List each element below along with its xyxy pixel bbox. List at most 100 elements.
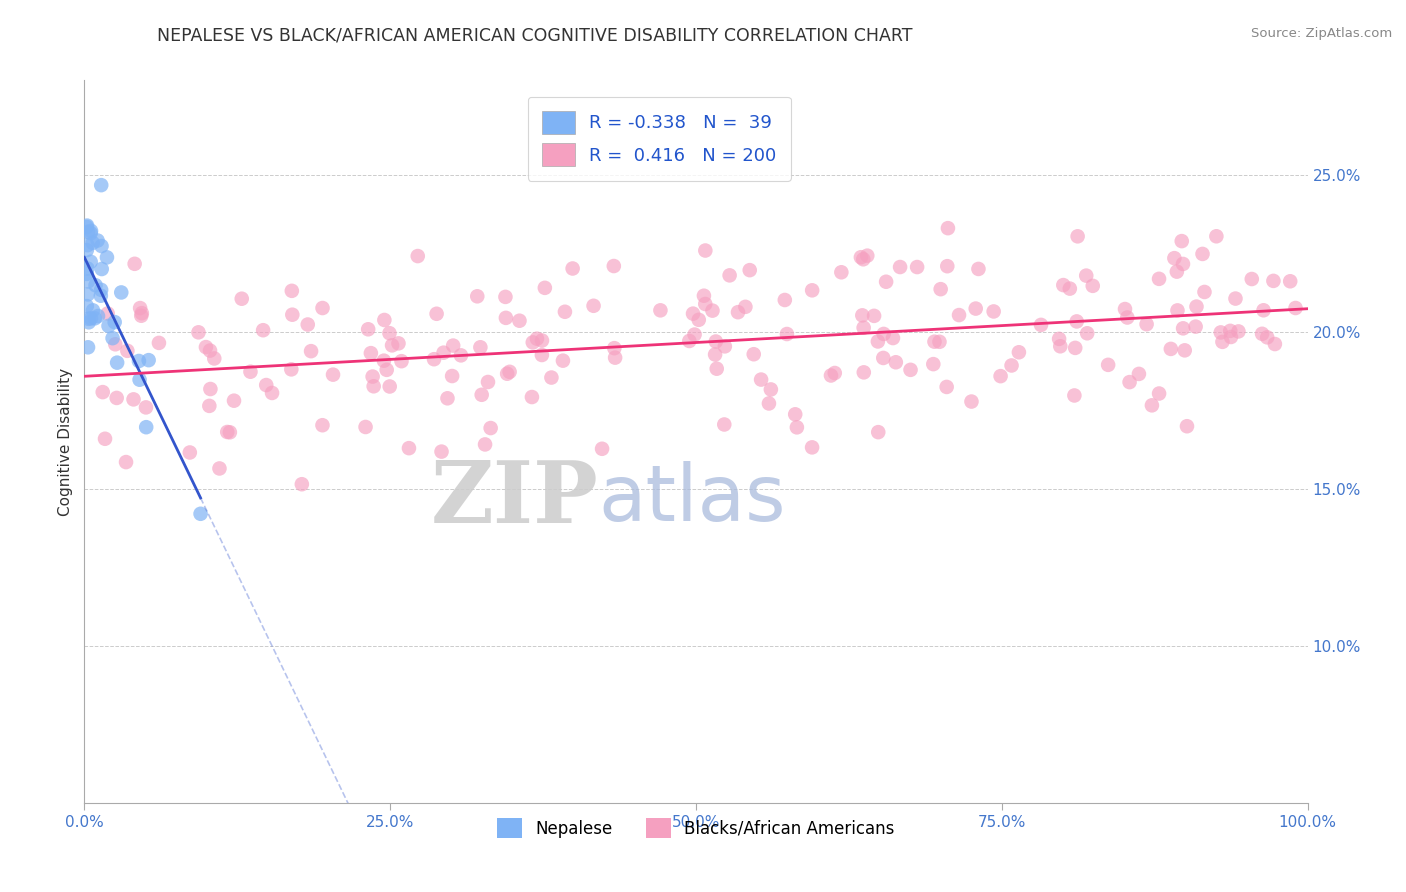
Point bbox=[1000, 359, 1022, 373]
Point bbox=[360, 346, 382, 360]
Point bbox=[80, 224, 103, 238]
Point bbox=[94, 432, 117, 446]
Point bbox=[1136, 317, 1159, 331]
Point bbox=[83, 311, 105, 326]
Point bbox=[551, 353, 574, 368]
Point bbox=[738, 263, 761, 277]
Point bbox=[82, 235, 104, 250]
Point bbox=[1118, 375, 1140, 389]
Point bbox=[776, 326, 799, 341]
Point bbox=[218, 425, 240, 440]
Point bbox=[682, 307, 704, 321]
Point bbox=[820, 368, 842, 383]
Point bbox=[105, 356, 128, 370]
Point bbox=[1194, 285, 1216, 299]
Point bbox=[534, 281, 557, 295]
Point bbox=[1205, 229, 1227, 244]
Point bbox=[202, 351, 225, 366]
Point bbox=[688, 313, 710, 327]
Point bbox=[361, 369, 384, 384]
Point bbox=[882, 331, 904, 345]
Point bbox=[217, 425, 239, 439]
Point bbox=[450, 348, 472, 362]
Point bbox=[129, 309, 152, 323]
Point bbox=[1147, 272, 1170, 286]
Point bbox=[702, 303, 724, 318]
Point bbox=[884, 355, 907, 369]
Point bbox=[922, 357, 945, 371]
Point bbox=[1191, 247, 1213, 261]
Point bbox=[470, 340, 492, 354]
Y-axis label: Cognitive Disability: Cognitive Disability bbox=[58, 368, 73, 516]
Point bbox=[77, 311, 100, 326]
Point bbox=[299, 344, 322, 359]
Point bbox=[239, 365, 262, 379]
Point bbox=[77, 225, 100, 239]
Point bbox=[856, 249, 879, 263]
Point bbox=[311, 301, 333, 315]
Point bbox=[76, 287, 98, 301]
Point bbox=[208, 461, 231, 475]
Point bbox=[1008, 345, 1031, 359]
Point bbox=[128, 373, 150, 387]
Point bbox=[430, 444, 453, 458]
Point bbox=[363, 379, 385, 393]
Point bbox=[758, 396, 780, 410]
Point bbox=[77, 275, 100, 289]
Point bbox=[97, 318, 120, 333]
Point bbox=[76, 299, 98, 313]
Point bbox=[76, 267, 98, 281]
Point bbox=[603, 351, 626, 365]
Point bbox=[82, 303, 104, 318]
Point bbox=[1251, 326, 1274, 341]
Point bbox=[1253, 303, 1275, 318]
Point bbox=[1209, 326, 1232, 340]
Point bbox=[378, 379, 401, 393]
Point bbox=[291, 477, 314, 491]
Point bbox=[96, 251, 118, 265]
Point bbox=[530, 348, 553, 362]
Point bbox=[704, 334, 727, 349]
Point bbox=[406, 249, 429, 263]
Point bbox=[190, 507, 212, 521]
Point bbox=[1097, 358, 1119, 372]
Point bbox=[322, 368, 344, 382]
Point bbox=[281, 284, 304, 298]
Point bbox=[200, 382, 222, 396]
Point bbox=[138, 353, 160, 368]
Point bbox=[1185, 300, 1208, 314]
Point bbox=[124, 257, 146, 271]
Point bbox=[1052, 278, 1074, 293]
Point bbox=[86, 234, 108, 248]
Point bbox=[936, 221, 959, 235]
Point bbox=[357, 322, 380, 336]
Point bbox=[378, 326, 401, 341]
Point bbox=[1264, 337, 1286, 351]
Point bbox=[77, 315, 100, 329]
Point bbox=[91, 385, 114, 400]
Point bbox=[734, 300, 756, 314]
Point bbox=[252, 323, 274, 337]
Point bbox=[714, 339, 737, 353]
Point bbox=[110, 285, 132, 300]
Point bbox=[1227, 325, 1250, 339]
Point bbox=[1171, 257, 1194, 271]
Point bbox=[706, 361, 728, 376]
Point bbox=[1211, 334, 1233, 349]
Point bbox=[1066, 314, 1088, 328]
Legend: Nepalese, Blacks/African Americans: Nepalese, Blacks/African Americans bbox=[491, 812, 901, 845]
Point bbox=[354, 420, 377, 434]
Point bbox=[875, 275, 897, 289]
Point bbox=[872, 351, 894, 365]
Point bbox=[695, 244, 717, 258]
Point bbox=[1240, 272, 1263, 286]
Point bbox=[742, 347, 765, 361]
Point bbox=[1263, 274, 1285, 288]
Point bbox=[79, 254, 101, 268]
Point bbox=[90, 283, 112, 297]
Point bbox=[373, 313, 395, 327]
Point bbox=[713, 417, 735, 432]
Point bbox=[97, 307, 120, 321]
Point bbox=[231, 292, 253, 306]
Point bbox=[84, 278, 107, 293]
